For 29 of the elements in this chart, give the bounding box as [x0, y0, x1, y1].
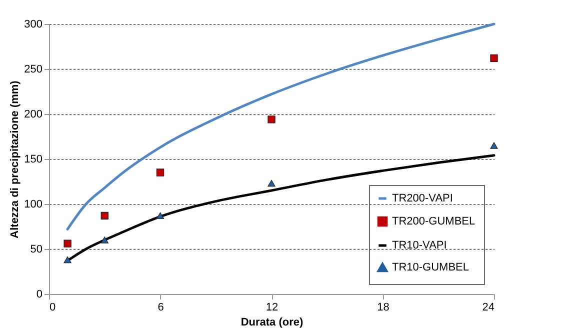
point: [64, 240, 72, 248]
x-axis-title: Durata (ore): [240, 316, 304, 328]
point: [268, 180, 276, 187]
point: [490, 54, 498, 62]
x-tick-label: 24: [482, 302, 494, 314]
y-tick-label: 100: [24, 198, 42, 210]
x-tick-label: 12: [266, 302, 278, 314]
point: [100, 236, 108, 244]
point: [100, 212, 108, 220]
y-tick-label: 250: [24, 64, 42, 76]
y-tick-label: 200: [24, 108, 42, 120]
x-tick-label: 0: [50, 302, 56, 314]
y-tick-label: 150: [24, 154, 42, 166]
legend-label: TR200-GUMBEL: [392, 216, 476, 228]
y-tick-label: 50: [30, 244, 42, 256]
point: [156, 168, 164, 176]
y-tick-label: 300: [24, 18, 42, 30]
y-tick-label: 0: [36, 288, 42, 300]
line-series: [66, 22, 496, 230]
point: [490, 142, 498, 149]
legend-label: TR200-VAPI: [392, 192, 453, 204]
legend-label: TR10-GUMBEL: [392, 262, 470, 274]
x-tick-label: 6: [158, 302, 164, 314]
point: [64, 256, 72, 264]
legend-label: TR10-VAPI: [392, 240, 447, 252]
point: [268, 116, 276, 124]
point: [156, 212, 164, 220]
x-tick-label: 18: [377, 302, 390, 314]
y-axis-title: Altezza di precipitazione (mm): [9, 80, 22, 238]
